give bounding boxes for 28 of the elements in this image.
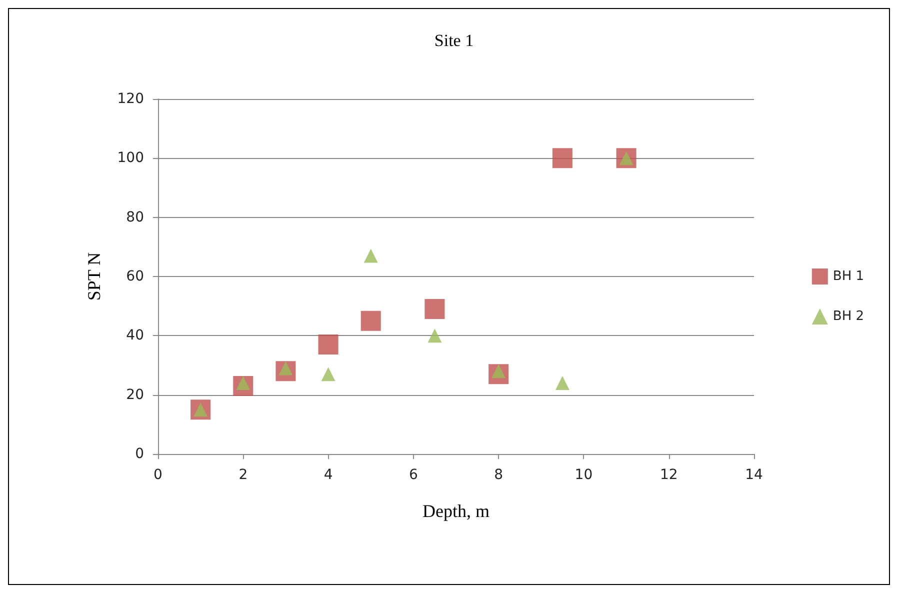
y-tick-label: 0	[135, 446, 144, 462]
legend-label: BH 2	[832, 309, 864, 324]
y-tick-label: 60	[126, 268, 144, 284]
y-tick-label: 20	[126, 386, 144, 403]
y-axis-title: SPT N	[84, 252, 104, 301]
x-tick-label: 4	[324, 467, 333, 483]
y-tick-label: 100	[117, 150, 144, 166]
point	[321, 367, 336, 382]
legend-label: BH 1	[832, 269, 864, 284]
x-tick-label: 14	[745, 467, 763, 483]
point	[364, 248, 378, 263]
point	[555, 376, 570, 390]
point	[360, 310, 381, 331]
y-tick-label: 120	[117, 91, 144, 107]
x-tick-label: 2	[238, 467, 248, 483]
x-tick-label: 8	[494, 467, 504, 483]
y-tick-label: 40	[126, 328, 144, 344]
point	[428, 328, 442, 343]
x-tick-label: 0	[154, 467, 162, 483]
x-tick-label: 12	[660, 467, 678, 483]
x-axis-title: Depth, m	[422, 501, 490, 521]
point	[318, 334, 338, 355]
chart-title: Site 1	[434, 31, 474, 50]
point	[552, 148, 572, 168]
x-tick-label: 6	[408, 467, 418, 483]
y-tick-label: 80	[126, 209, 144, 226]
x-tick-label: 10	[574, 467, 593, 483]
point	[424, 299, 445, 320]
